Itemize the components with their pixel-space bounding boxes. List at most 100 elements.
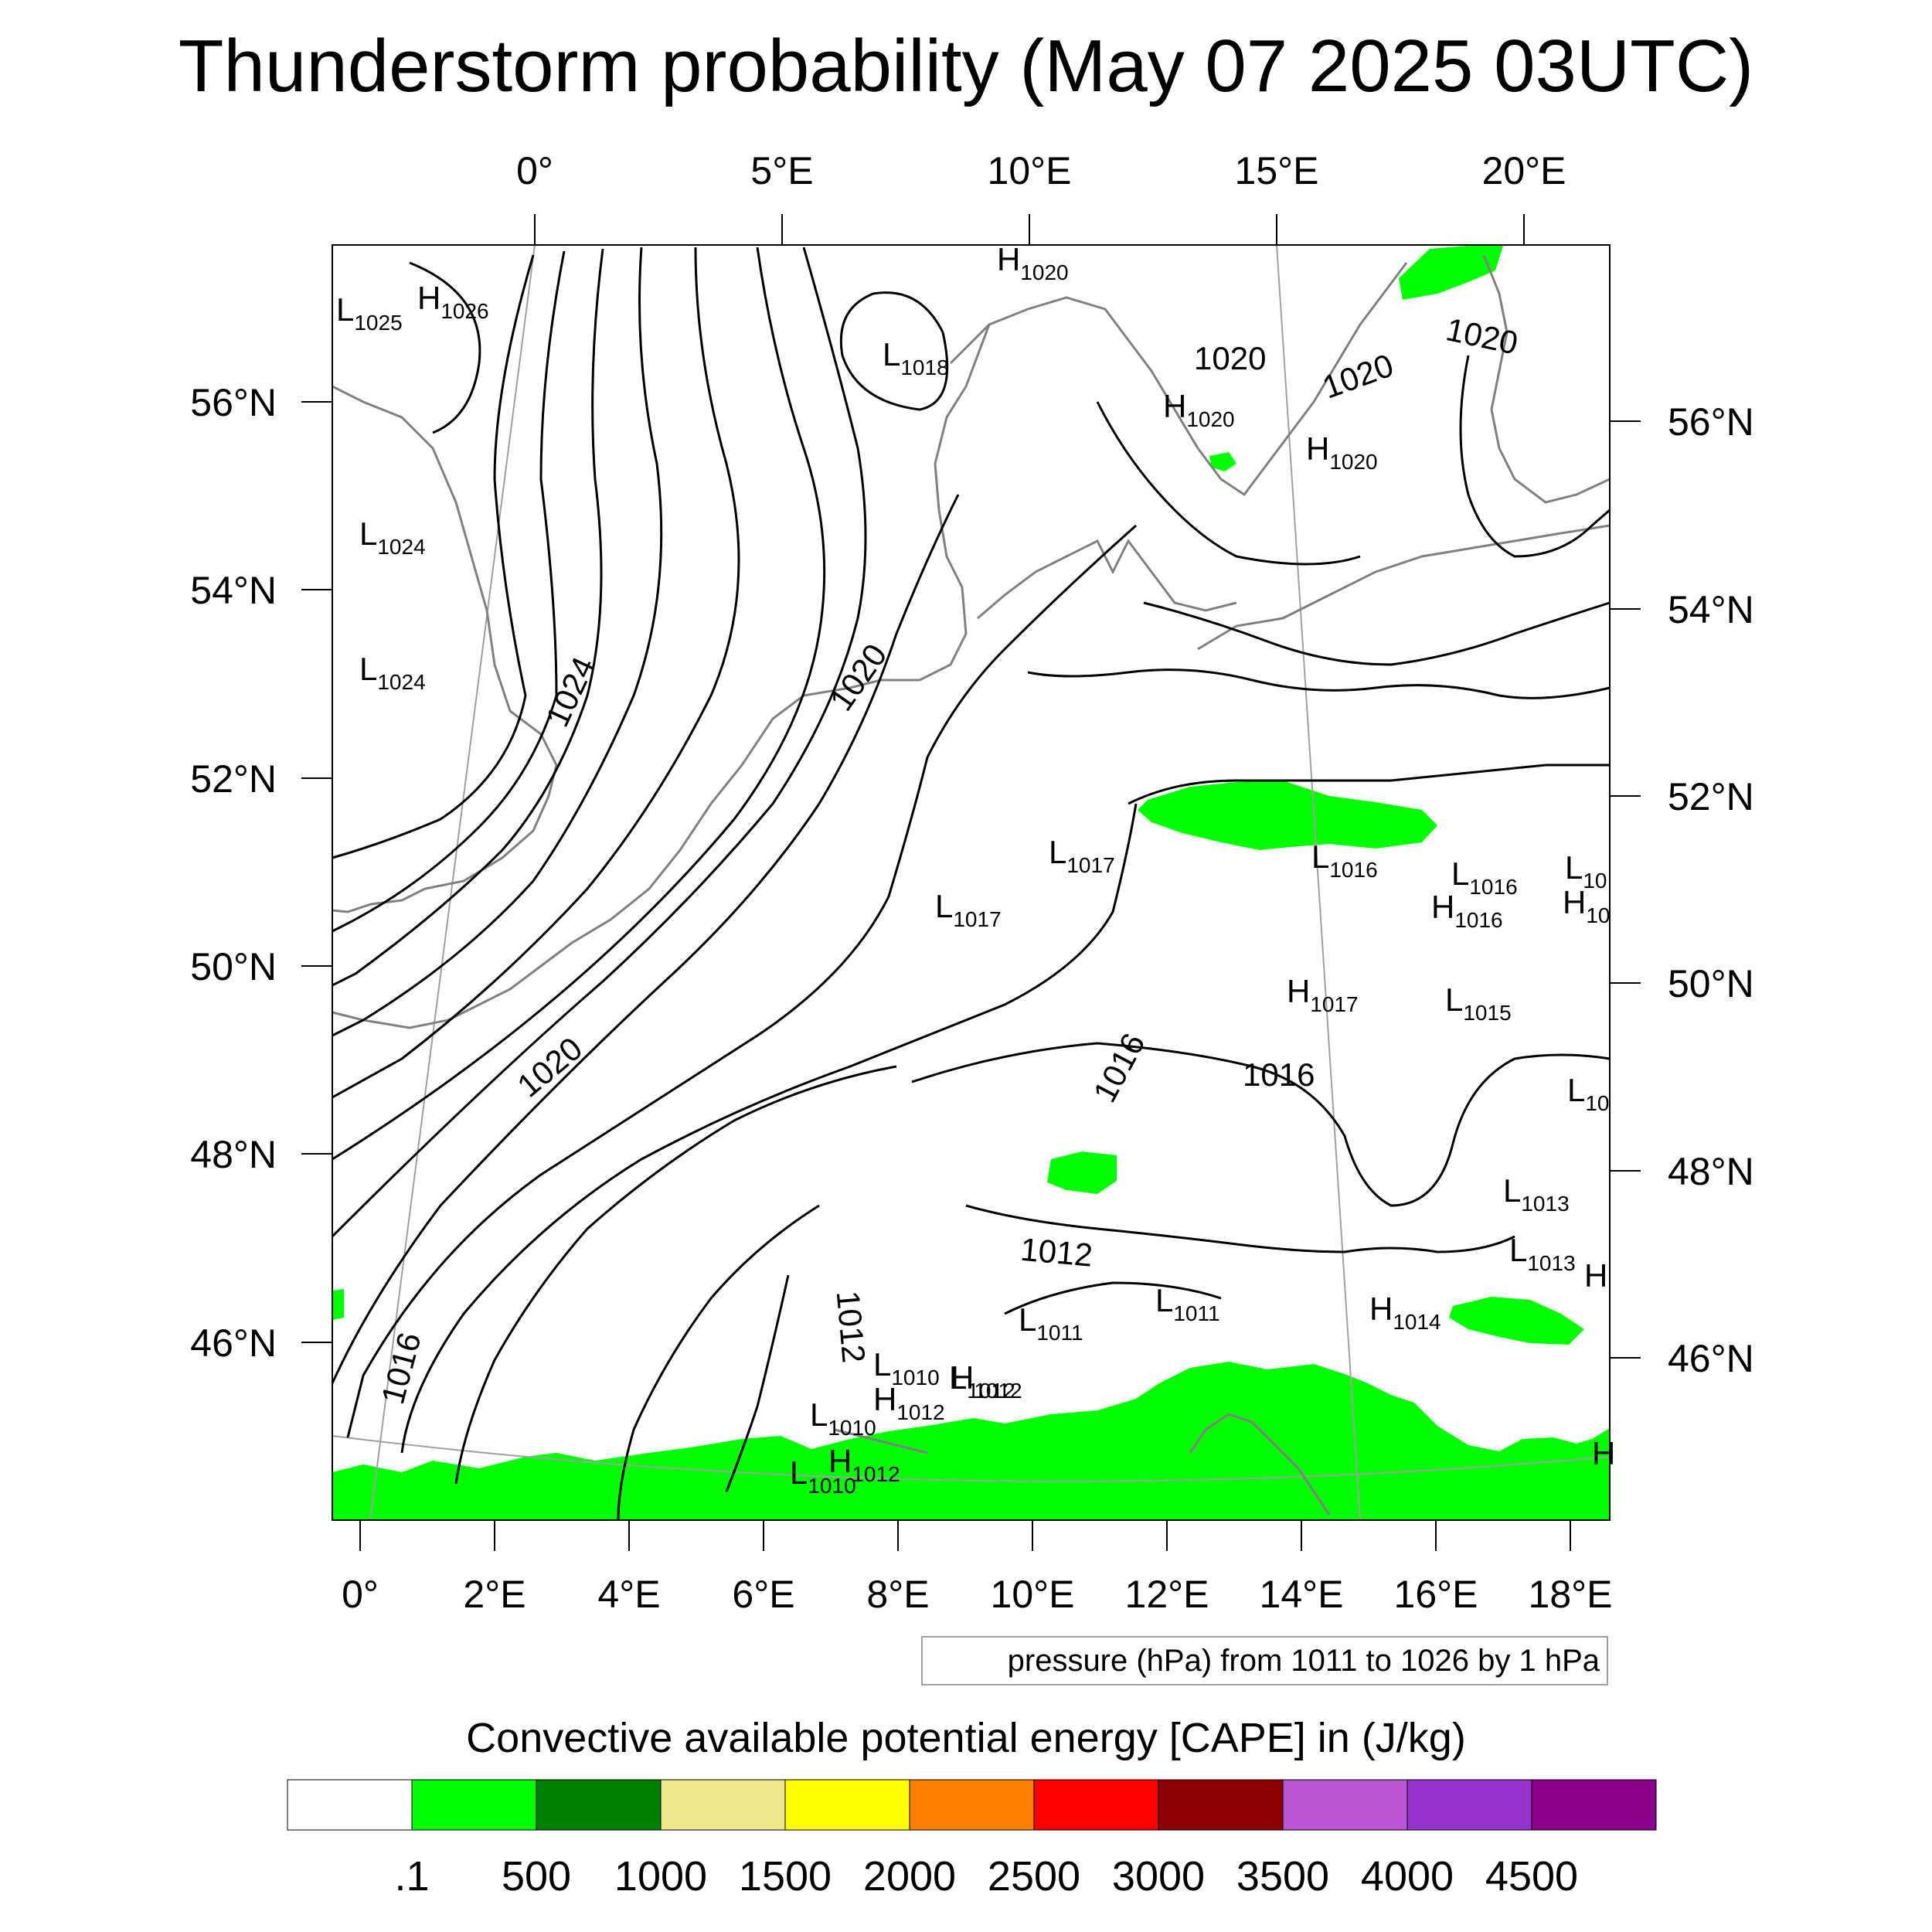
coastline-baltic-south xyxy=(1197,524,1611,651)
pressure-center: H10 xyxy=(1563,884,1611,927)
isobar-1025 xyxy=(332,254,535,859)
bottom-tick-label: 12°E xyxy=(1125,1573,1209,1616)
left-tick-label: 46°N xyxy=(190,1321,277,1365)
colorbar-box xyxy=(411,1779,537,1831)
colorbar: Convective available potential energy [C… xyxy=(287,1715,1657,1900)
colorbar-box xyxy=(287,1779,413,1831)
isobar-1017b xyxy=(1027,668,1611,699)
coastline-channel xyxy=(332,679,920,1029)
chart-title: Thunderstorm probability (May 07 2025 03… xyxy=(179,25,1753,107)
coastline-scandinavia xyxy=(949,262,1408,497)
left-tick-label: 52°N xyxy=(190,757,277,801)
colorbar-box xyxy=(1531,1779,1657,1831)
pressure-center: H1012 xyxy=(951,1359,1022,1403)
colorbar-box xyxy=(1158,1779,1284,1831)
bottom-axis: 0° 2°E 4°E 6°E 8°E 10°E 12°E 14°E 16°E 1… xyxy=(342,1573,1612,1616)
isobar-1014 xyxy=(617,1204,820,1521)
cape-area-west-edge xyxy=(332,1289,344,1320)
coastline-ligurian xyxy=(834,1428,928,1454)
cape-area-mid xyxy=(1047,1151,1117,1194)
isobar-1016 xyxy=(1128,764,1610,805)
isobar-baltic2 xyxy=(1143,601,1611,666)
isobar-1013 xyxy=(965,1204,1515,1253)
isobar-1018b xyxy=(331,494,960,1384)
cape-area-north xyxy=(1399,246,1503,300)
bottom-tick-label: 14°E xyxy=(1260,1573,1344,1616)
pressure-center: H1012 xyxy=(873,1381,945,1424)
top-tick-label: 20°E xyxy=(1482,149,1566,192)
top-tick-label: 15°E xyxy=(1235,149,1319,192)
contour-label: 1012 xyxy=(1019,1231,1094,1274)
meridian-15e xyxy=(1276,244,1361,1521)
pressure-center: L1016 xyxy=(1451,855,1518,899)
right-tick-label: 54°N xyxy=(1668,588,1754,631)
info-box-frame xyxy=(921,1636,1608,1685)
colorbar-label: 4000 xyxy=(1361,1853,1454,1900)
pressure-center: L1024 xyxy=(359,651,426,694)
colorbar-box xyxy=(909,1779,1035,1831)
isobar-baltic3 xyxy=(1459,355,1611,558)
top-tick-label: 10°E xyxy=(988,149,1072,192)
pressure-center: L1024 xyxy=(359,515,426,559)
cape-area-east xyxy=(1449,1297,1584,1345)
colorbar-title: Convective available potential energy [C… xyxy=(466,1715,1466,1761)
cape-area-central xyxy=(1138,781,1437,850)
pressure-center: H xyxy=(1584,1257,1607,1294)
isobar-1011 xyxy=(1004,1281,1222,1315)
bottom-tick-label: 0° xyxy=(342,1573,379,1616)
left-tick-label: 54°N xyxy=(190,569,277,612)
isobar-1021 xyxy=(332,247,740,1099)
top-axis: 0° 5°E 10°E 15°E 20°E xyxy=(516,149,1566,192)
map-background xyxy=(332,245,1610,1520)
isobar-1017 xyxy=(346,524,1137,1438)
isobar-1015 xyxy=(454,1065,897,1485)
colorbar-label: 4500 xyxy=(1485,1853,1578,1900)
cape-area-ne xyxy=(1209,452,1236,471)
map-frame xyxy=(332,244,1611,1521)
left-axis: 56°N 54°N 52°N 50°N 48°N 46°N xyxy=(190,381,277,1365)
colorbar-box xyxy=(660,1779,786,1831)
contour-label: 1020 xyxy=(1194,340,1266,376)
bottom-tick-label: 4°E xyxy=(597,1573,660,1616)
colorbar-box xyxy=(536,1779,662,1831)
coastline-uk-east xyxy=(332,385,558,913)
bottom-tick-label: 2°E xyxy=(463,1573,526,1616)
pressure-center: L1015 xyxy=(1445,981,1512,1025)
pressure-center: L1012 xyxy=(949,1359,1015,1403)
pressure-center: L1018 xyxy=(883,336,949,379)
pressure-center: L10 xyxy=(1565,849,1607,893)
info-box: pressure (hPa) from 1011 to 1026 by 1 hP… xyxy=(921,1636,1608,1685)
bottom-tick-label: 8°E xyxy=(866,1573,929,1616)
colorbar-box xyxy=(1033,1779,1159,1831)
right-tick-label: 48°N xyxy=(1668,1150,1754,1193)
isobar-1018 xyxy=(839,291,949,411)
isobar-1023 xyxy=(332,248,604,987)
coastlines xyxy=(332,254,1611,1515)
pressure-center: H1020 xyxy=(1306,430,1378,474)
isobar-1012 xyxy=(725,1274,790,1492)
top-tick-label: 0° xyxy=(516,149,553,192)
pressure-center: H1016 xyxy=(1431,889,1503,932)
right-tick-label: 46°N xyxy=(1668,1337,1754,1380)
top-tick-label: 5°E xyxy=(750,149,813,192)
isobar-baltic xyxy=(1096,401,1361,566)
isobar-1019 xyxy=(331,247,867,1238)
pressure-center: H1017 xyxy=(1287,973,1359,1016)
isobar-1024 xyxy=(332,250,566,933)
colorbar-label: 1000 xyxy=(614,1853,707,1900)
axis-ticks xyxy=(301,214,1641,1551)
left-tick-label: 56°N xyxy=(190,381,277,424)
colorbar-label: 3500 xyxy=(1236,1853,1329,1900)
isobar-1020 xyxy=(332,247,826,1161)
colorbar-boxes xyxy=(287,1779,1657,1831)
coastline-baltic-east xyxy=(1482,254,1611,504)
cape-area-south xyxy=(332,1362,1610,1520)
pressure-center: H1020 xyxy=(1163,388,1235,431)
colorbar-label: 1500 xyxy=(739,1853,832,1900)
coastline-adriatic xyxy=(1189,1413,1331,1515)
colorbar-label: 2500 xyxy=(988,1853,1080,1900)
pressure-center: L1013 xyxy=(1503,1172,1570,1216)
right-axis: 56°N 54°N 52°N 50°N 48°N 46°N xyxy=(1668,400,1754,1380)
pressure-centers: L1025 H1026 H1020 L1018 H1020 H1020 L102… xyxy=(336,241,1615,1498)
